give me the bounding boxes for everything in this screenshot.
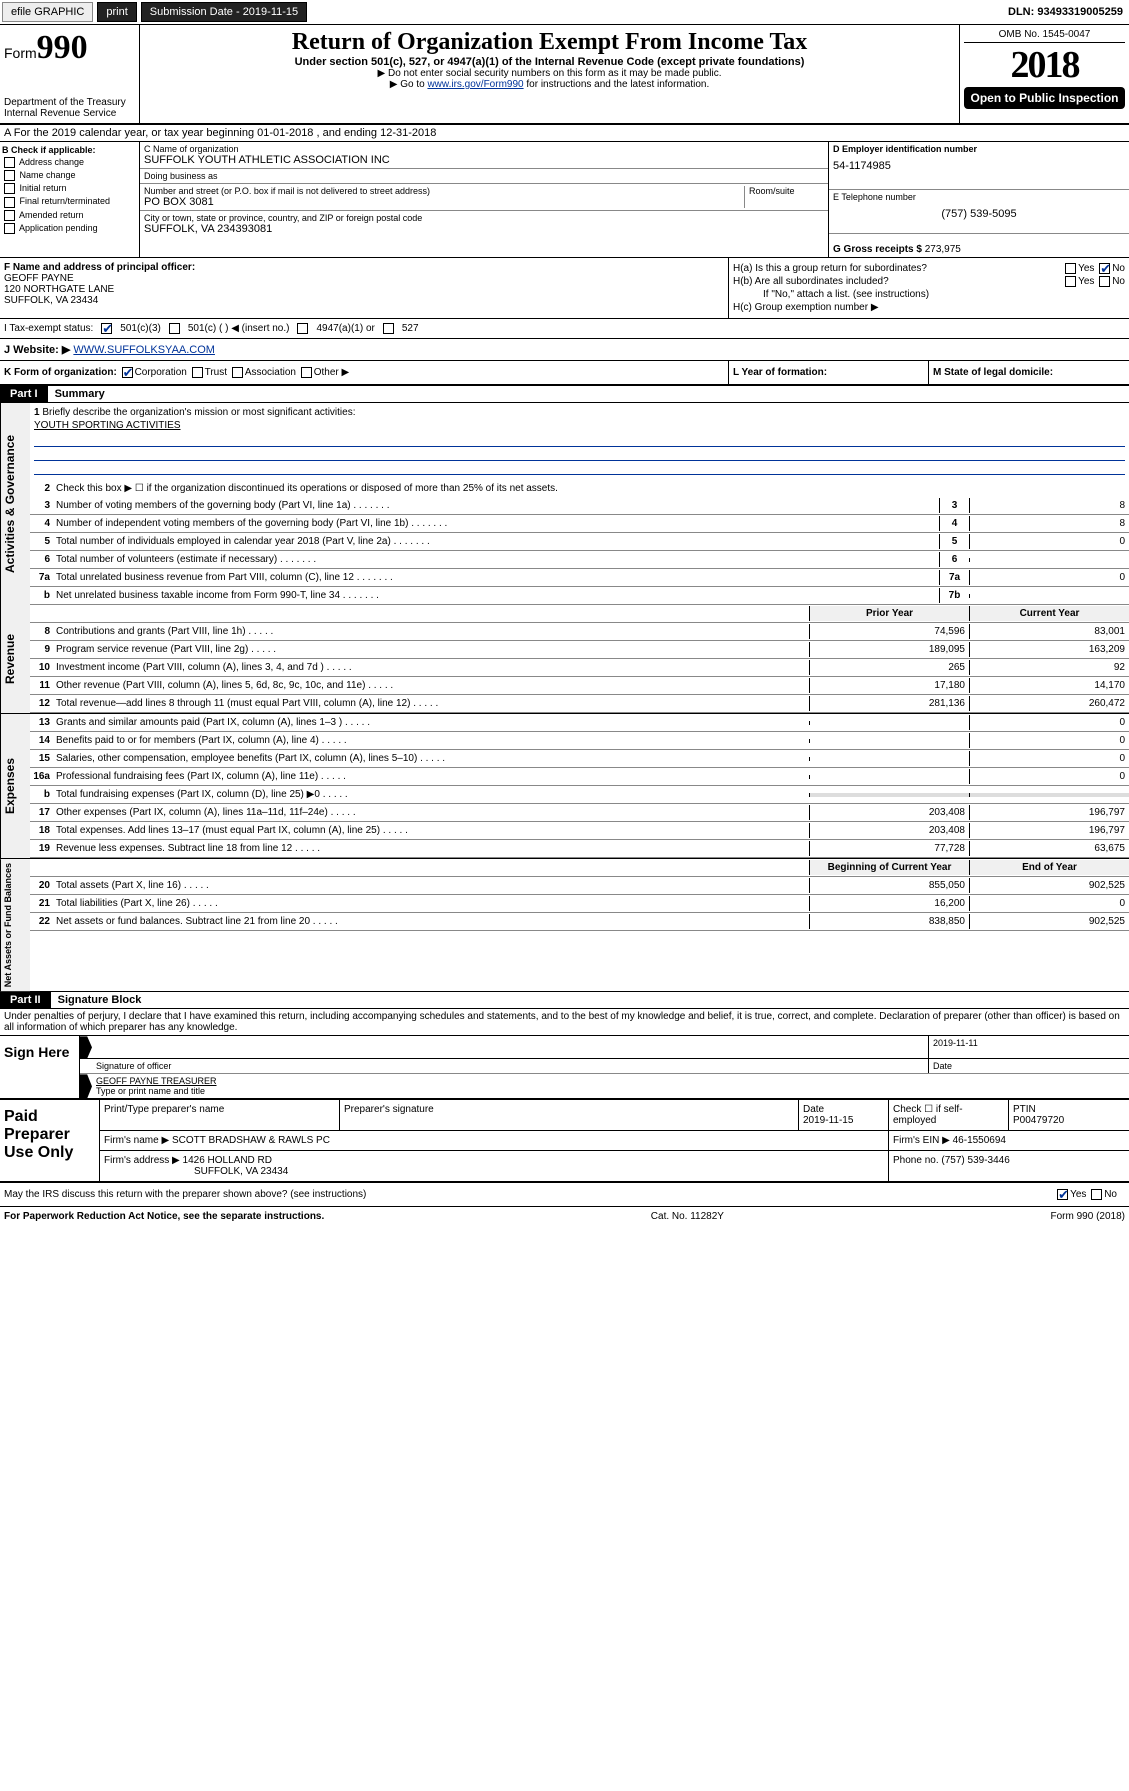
summary-revenue: Revenue Prior YearCurrent Year 8Contribu… [0,605,1129,714]
website-row: J Website: ▶ WWW.SUFFOLKSYAA.COM [0,339,1129,361]
col-b-checkboxes: B Check if applicable: Address change Na… [0,142,140,257]
section-bcd: B Check if applicable: Address change Na… [0,142,1129,258]
chk-discuss-no[interactable] [1091,1189,1102,1200]
summary-governance: Activities & Governance 1 Briefly descri… [0,403,1129,605]
vtab-net-assets: Net Assets or Fund Balances [0,859,30,991]
part2-header: Part II Signature Block [0,992,1129,1009]
principal-officer: F Name and address of principal officer:… [0,258,729,318]
line-19: 19Revenue less expenses. Subtract line 1… [30,840,1129,858]
ein-field: D Employer identification number 54-1174… [829,142,1129,190]
chk-501c3[interactable] [101,323,112,334]
form-number: Form990 [4,29,135,67]
city-field: City or town, state or province, country… [140,211,828,237]
form-header: Form990 Department of the Treasury Inter… [0,25,1129,125]
tax-exempt-status: I Tax-exempt status: 501(c)(3) 501(c) ( … [0,319,1129,339]
note-link: ▶ Go to www.irs.gov/Form990 for instruct… [144,79,955,90]
dba-field: Doing business as [140,169,828,184]
chk-discuss-yes[interactable] [1057,1189,1068,1200]
chk-amended[interactable]: Amended return [2,209,137,222]
line-6: 6Total number of volunteers (estimate if… [30,551,1129,569]
year-formation: L Year of formation: [729,361,929,384]
signature-arrow-icon [80,1036,92,1058]
line-b: bNet unrelated business taxable income f… [30,587,1129,605]
state-domicile: M State of legal domicile: [929,361,1129,384]
line-5: 5Total number of individuals employed in… [30,533,1129,551]
sign-here-block: Sign Here 2019-11-11 Signature of office… [0,1036,1129,1099]
line-11: 11Other revenue (Part VIII, column (A), … [30,677,1129,695]
phone-field: E Telephone number (757) 539-5095 [829,190,1129,234]
form-title: Return of Organization Exempt From Incom… [144,29,955,56]
page-footer: For Paperwork Reduction Act Notice, see … [0,1207,1129,1226]
line-b: bTotal fundraising expenses (Part IX, co… [30,786,1129,804]
line-8: 8Contributions and grants (Part VIII, li… [30,623,1129,641]
line-13: 13Grants and similar amounts paid (Part … [30,714,1129,732]
line-12: 12Total revenue—add lines 8 through 11 (… [30,695,1129,713]
chk-other[interactable] [301,367,312,378]
line-14: 14Benefits paid to or for members (Part … [30,732,1129,750]
line-16a: 16aProfessional fundraising fees (Part I… [30,768,1129,786]
vtab-expenses: Expenses [0,714,30,858]
perjury-statement: Under penalties of perjury, I declare th… [0,1009,1129,1036]
summary-net-assets: Net Assets or Fund Balances Beginning of… [0,859,1129,992]
paid-preparer-block: Paid Preparer Use Only Print/Type prepar… [0,1099,1129,1183]
line-17: 17Other expenses (Part IX, column (A), l… [30,804,1129,822]
line-10: 10Investment income (Part VIII, column (… [30,659,1129,677]
chk-corporation[interactable] [122,367,133,378]
form-subtitle: Under section 501(c), 527, or 4947(a)(1)… [144,56,955,68]
chk-trust[interactable] [192,367,203,378]
group-return: H(a) Is this a group return for subordin… [729,258,1129,318]
row-klm: K Form of organization: Corporation Trus… [0,361,1129,386]
summary-expenses: Expenses 13Grants and similar amounts pa… [0,714,1129,859]
vtab-revenue: Revenue [0,605,30,713]
org-name-field: C Name of organization SUFFOLK YOUTH ATH… [140,142,828,169]
line-22: 22Net assets or fund balances. Subtract … [30,913,1129,931]
row-a-tax-year: A For the 2019 calendar year, or tax yea… [0,125,1129,142]
org-website[interactable]: WWW.SUFFOLKSYAA.COM [73,344,215,356]
row-fgh: F Name and address of principal officer:… [0,258,1129,319]
dln: DLN: 93493319005259 [1008,6,1127,18]
line-4: 4Number of independent voting members of… [30,515,1129,533]
line-7a: 7aTotal unrelated business revenue from … [30,569,1129,587]
part1-header: Part I Summary [0,386,1129,403]
chk-501c[interactable] [169,323,180,334]
line-20: 20Total assets (Part X, line 16) . . . .… [30,877,1129,895]
mission-text: YOUTH SPORTING ACTIVITIES [34,418,1125,433]
chk-application-pending[interactable]: Application pending [2,222,137,235]
signature-arrow-icon [80,1074,92,1098]
open-inspection: Open to Public Inspection [964,87,1125,109]
discuss-row: May the IRS discuss this return with the… [0,1183,1129,1207]
submission-date: Submission Date - 2019-11-15 [141,2,307,22]
line-3: 3Number of voting members of the governi… [30,497,1129,515]
line-15: 15Salaries, other compensation, employee… [30,750,1129,768]
chk-address-change[interactable]: Address change [2,156,137,169]
efile-badge[interactable]: efile GRAPHIC [2,2,93,22]
chk-527[interactable] [383,323,394,334]
irs-link[interactable]: www.irs.gov/Form990 [427,79,523,90]
line-18: 18Total expenses. Add lines 13–17 (must … [30,822,1129,840]
department: Department of the Treasury Internal Reve… [4,97,135,119]
address-field: Number and street (or P.O. box if mail i… [140,184,828,211]
vtab-governance: Activities & Governance [0,403,30,605]
omb-number: OMB No. 1545-0047 [964,29,1125,43]
tax-year: 2018 [964,43,1125,87]
gross-receipts: G Gross receipts $ 273,975 [829,234,1129,257]
print-button[interactable]: print [97,2,136,22]
chk-name-change[interactable]: Name change [2,169,137,182]
topbar: efile GRAPHIC print Submission Date - 20… [0,0,1129,25]
chk-4947[interactable] [297,323,308,334]
line-9: 9Program service revenue (Part VIII, lin… [30,641,1129,659]
line-21: 21Total liabilities (Part X, line 26) . … [30,895,1129,913]
chk-final-return[interactable]: Final return/terminated [2,195,137,208]
chk-association[interactable] [232,367,243,378]
note-ssn: ▶ Do not enter social security numbers o… [144,68,955,79]
chk-initial-return[interactable]: Initial return [2,182,137,195]
